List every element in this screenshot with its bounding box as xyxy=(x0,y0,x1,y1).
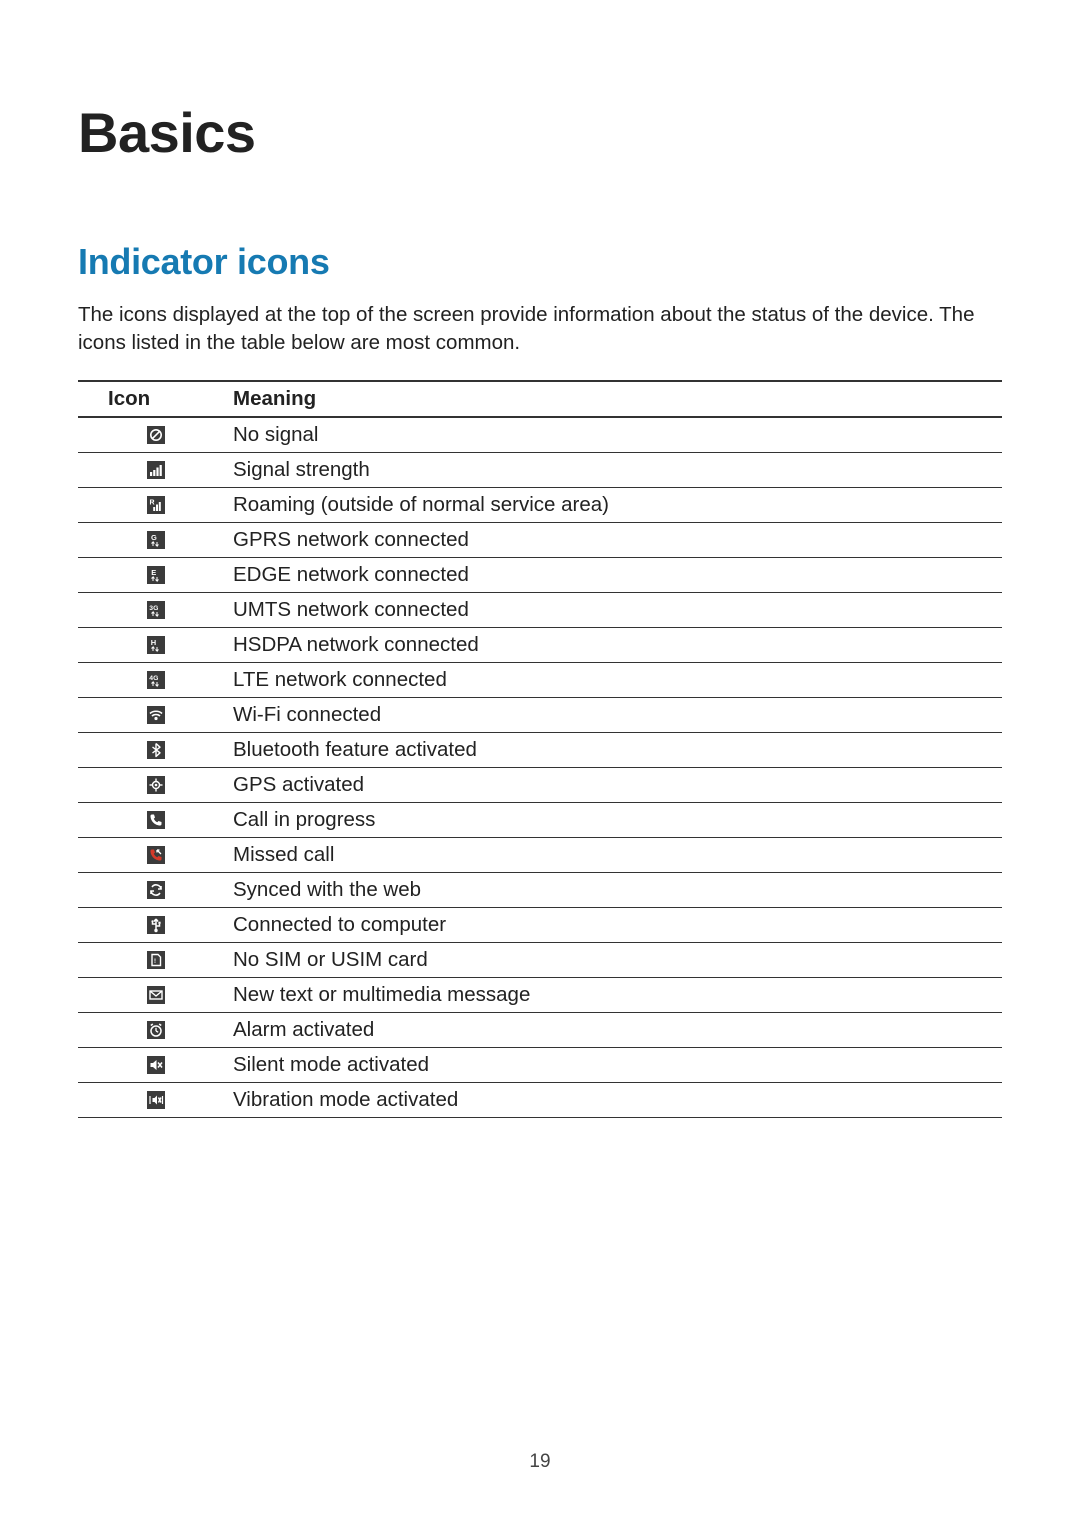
gps-icon xyxy=(147,776,165,794)
usb-icon xyxy=(147,916,165,934)
icon-cell xyxy=(78,452,233,487)
icon-cell xyxy=(78,732,233,767)
icon-cell xyxy=(78,907,233,942)
table-row: Connected to computer xyxy=(78,907,1002,942)
icon-cell xyxy=(78,557,233,592)
table-row: HSDPA network connected xyxy=(78,627,1002,662)
table-row: Synced with the web xyxy=(78,872,1002,907)
icon-cell xyxy=(78,767,233,802)
table-row: Roaming (outside of normal service area) xyxy=(78,487,1002,522)
wifi-icon xyxy=(147,706,165,724)
meaning-cell: EDGE network connected xyxy=(233,557,1002,592)
table-row: Vibration mode activated xyxy=(78,1082,1002,1117)
table-row: GPRS network connected xyxy=(78,522,1002,557)
meaning-cell: Silent mode activated xyxy=(233,1047,1002,1082)
roaming-icon xyxy=(147,496,165,514)
section-title: Indicator icons xyxy=(78,241,1002,283)
sync-icon xyxy=(147,881,165,899)
icon-cell xyxy=(78,522,233,557)
vibration-icon xyxy=(147,1091,165,1109)
meaning-cell: HSDPA network connected xyxy=(233,627,1002,662)
table-row: No SIM or USIM card xyxy=(78,942,1002,977)
table-row: Silent mode activated xyxy=(78,1047,1002,1082)
page-number: 19 xyxy=(0,1451,1080,1473)
table-row: New text or multimedia message xyxy=(78,977,1002,1012)
section-intro: The icons displayed at the top of the sc… xyxy=(78,301,1002,358)
icon-cell xyxy=(78,837,233,872)
table-row: Missed call xyxy=(78,837,1002,872)
icon-cell xyxy=(78,1082,233,1117)
meaning-cell: Signal strength xyxy=(233,452,1002,487)
icon-cell xyxy=(78,1012,233,1047)
table-header-row: Icon Meaning xyxy=(78,381,1002,417)
table-row: Signal strength xyxy=(78,452,1002,487)
meaning-cell: New text or multimedia message xyxy=(233,977,1002,1012)
meaning-cell: Synced with the web xyxy=(233,872,1002,907)
table-row: Call in progress xyxy=(78,802,1002,837)
indicator-icons-table: Icon Meaning No signalSignal strengthRoa… xyxy=(78,380,1002,1118)
message-icon xyxy=(147,986,165,1004)
meaning-cell: Wi-Fi connected xyxy=(233,697,1002,732)
icon-cell xyxy=(78,802,233,837)
icon-cell xyxy=(78,592,233,627)
icon-cell xyxy=(78,697,233,732)
bluetooth-icon xyxy=(147,741,165,759)
umts-icon xyxy=(147,601,165,619)
no-signal-icon xyxy=(147,426,165,444)
signal-icon xyxy=(147,461,165,479)
meaning-cell: Connected to computer xyxy=(233,907,1002,942)
call-icon xyxy=(147,811,165,829)
meaning-cell: Missed call xyxy=(233,837,1002,872)
icon-cell xyxy=(78,942,233,977)
meaning-cell: GPRS network connected xyxy=(233,522,1002,557)
meaning-cell: Vibration mode activated xyxy=(233,1082,1002,1117)
icon-cell xyxy=(78,977,233,1012)
meaning-cell: LTE network connected xyxy=(233,662,1002,697)
page-content: Basics Indicator icons The icons display… xyxy=(0,0,1080,1118)
table-row: UMTS network connected xyxy=(78,592,1002,627)
chapter-title: Basics xyxy=(78,100,1002,165)
no-sim-icon xyxy=(147,951,165,969)
lte-icon xyxy=(147,671,165,689)
icon-cell xyxy=(78,417,233,453)
table-row: EDGE network connected xyxy=(78,557,1002,592)
icon-cell xyxy=(78,872,233,907)
silent-icon xyxy=(147,1056,165,1074)
alarm-icon xyxy=(147,1021,165,1039)
column-header-icon: Icon xyxy=(78,381,233,417)
icon-cell xyxy=(78,627,233,662)
meaning-cell: No SIM or USIM card xyxy=(233,942,1002,977)
icon-cell xyxy=(78,1047,233,1082)
table-row: GPS activated xyxy=(78,767,1002,802)
table-row: Bluetooth feature activated xyxy=(78,732,1002,767)
meaning-cell: Alarm activated xyxy=(233,1012,1002,1047)
meaning-cell: Call in progress xyxy=(233,802,1002,837)
table-row: No signal xyxy=(78,417,1002,453)
table-row: Wi-Fi connected xyxy=(78,697,1002,732)
icon-cell xyxy=(78,487,233,522)
missed-call-icon xyxy=(147,846,165,864)
meaning-cell: Bluetooth feature activated xyxy=(233,732,1002,767)
column-header-meaning: Meaning xyxy=(233,381,1002,417)
meaning-cell: GPS activated xyxy=(233,767,1002,802)
gprs-icon xyxy=(147,531,165,549)
table-row: LTE network connected xyxy=(78,662,1002,697)
hsdpa-icon xyxy=(147,636,165,654)
table-row: Alarm activated xyxy=(78,1012,1002,1047)
edge-icon xyxy=(147,566,165,584)
meaning-cell: No signal xyxy=(233,417,1002,453)
meaning-cell: Roaming (outside of normal service area) xyxy=(233,487,1002,522)
meaning-cell: UMTS network connected xyxy=(233,592,1002,627)
icon-cell xyxy=(78,662,233,697)
